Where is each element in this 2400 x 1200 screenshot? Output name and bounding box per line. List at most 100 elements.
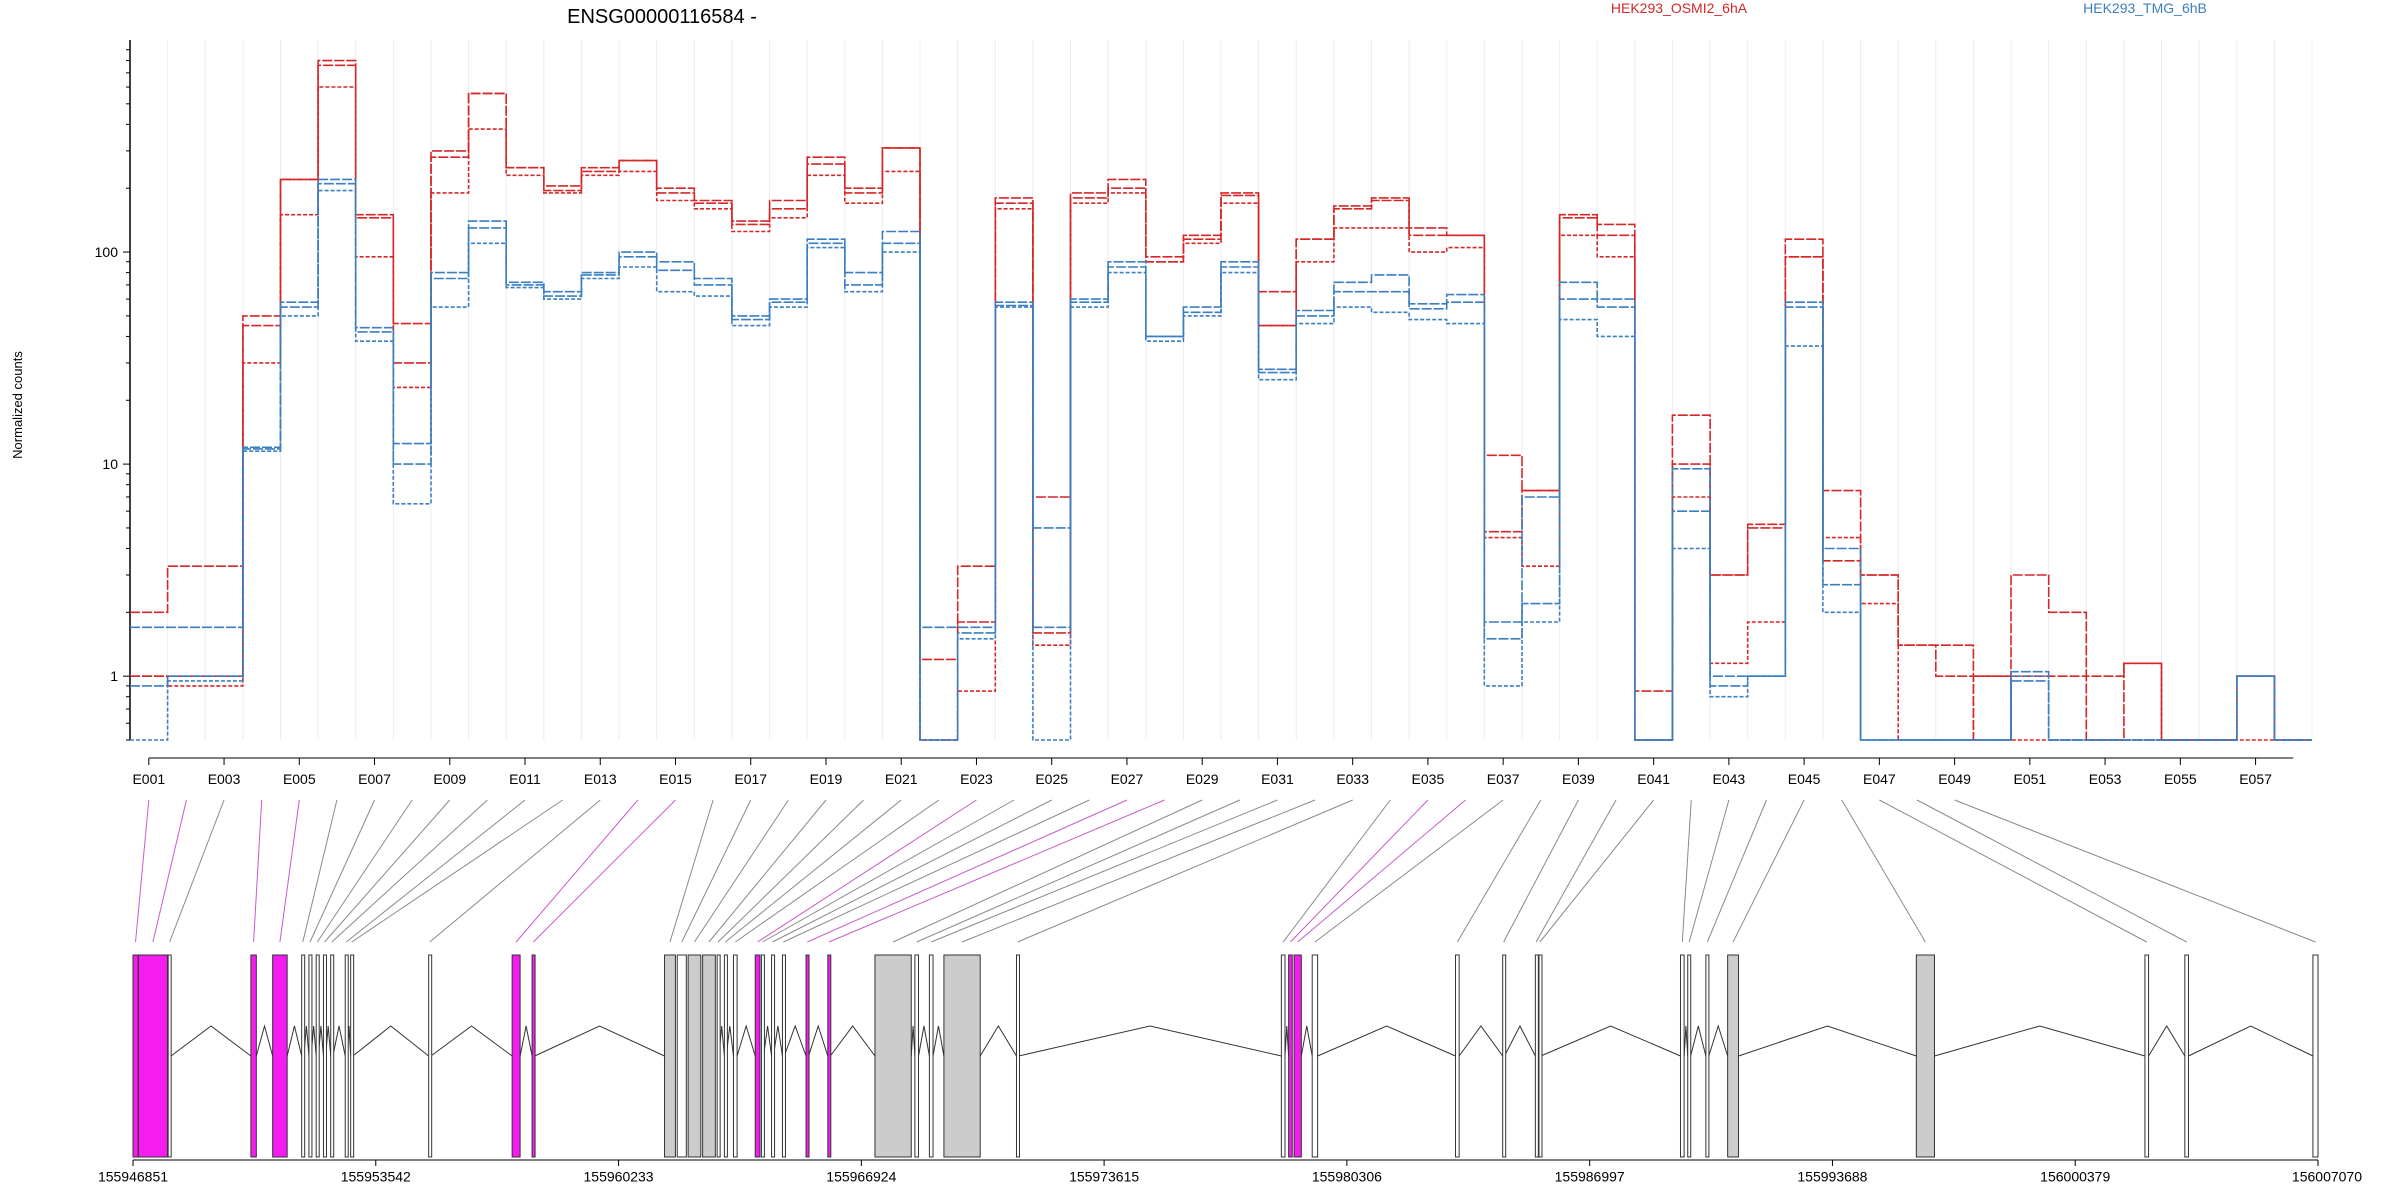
connector-line xyxy=(961,799,1316,943)
x-tick-label: E033 xyxy=(1336,771,1369,787)
intron xyxy=(1300,1025,1313,1057)
intron xyxy=(534,1025,665,1057)
exon-box xyxy=(1293,954,1302,1158)
connector-line xyxy=(828,799,1165,943)
intron xyxy=(763,1025,773,1057)
intron xyxy=(808,1024,829,1057)
connector-line xyxy=(515,799,639,943)
x-tick-label: E019 xyxy=(810,771,843,787)
intron xyxy=(1284,1025,1290,1057)
intron xyxy=(170,1025,252,1057)
exon-box xyxy=(132,954,139,1158)
x-tick-label: E009 xyxy=(433,771,466,787)
exon-box xyxy=(716,954,721,1158)
intron xyxy=(430,1025,513,1057)
exon-box xyxy=(771,954,776,1158)
vertical-gridlines xyxy=(129,40,2313,740)
intron xyxy=(255,1024,274,1057)
connector-line xyxy=(717,799,864,943)
exon-box xyxy=(350,954,355,1158)
exon-box xyxy=(330,954,335,1158)
exon-box xyxy=(1311,954,1319,1158)
connector-line xyxy=(324,799,451,943)
intron xyxy=(979,1025,1017,1057)
x-tick-label: E051 xyxy=(2013,771,2046,787)
connector-line xyxy=(152,799,187,943)
connector-line xyxy=(279,799,300,943)
exon-box xyxy=(723,954,728,1158)
legend-entry-1: HEK293_OSMI2_6hA xyxy=(1611,0,1748,16)
exon-box xyxy=(315,954,320,1158)
intron xyxy=(2148,1025,2186,1057)
exon-box xyxy=(531,954,536,1158)
exon-box xyxy=(928,954,934,1158)
intron xyxy=(1738,1025,1917,1057)
intron xyxy=(1458,1025,1504,1057)
connector-line xyxy=(783,799,1090,943)
connector-line xyxy=(931,799,1278,943)
intron xyxy=(1540,1025,1681,1057)
connector-line xyxy=(351,799,563,943)
connector-line xyxy=(309,799,375,943)
connector-line xyxy=(1017,799,1353,943)
connector-line xyxy=(1314,799,1504,943)
chart-title: ENSG00000116584 - xyxy=(567,6,757,28)
exon-box xyxy=(827,954,832,1158)
exon-box xyxy=(1727,954,1740,1158)
exon-box xyxy=(2144,954,2150,1158)
exon-box xyxy=(1687,954,1692,1158)
intron xyxy=(736,1024,756,1057)
exon-box xyxy=(1915,954,1935,1158)
gene-model xyxy=(132,954,2319,1158)
connector-line xyxy=(1688,799,1730,943)
connector-line xyxy=(1535,799,1617,943)
connector-line xyxy=(1290,799,1429,943)
exon-box xyxy=(308,954,313,1158)
connector-line xyxy=(1297,799,1466,943)
exon-box xyxy=(1502,954,1507,1158)
y-tick-label: 1 xyxy=(110,668,118,684)
x-tick-label: E017 xyxy=(734,771,767,787)
x-tick-label: E027 xyxy=(1111,771,1144,787)
connector-line xyxy=(681,799,752,943)
connector-line xyxy=(1706,799,1767,943)
connector-line xyxy=(253,799,263,943)
exon-box xyxy=(322,954,327,1158)
x-tick-label: E031 xyxy=(1261,771,1294,787)
exon-box xyxy=(137,954,168,1158)
y-tick-label: 100 xyxy=(95,244,119,260)
x-tick-label: E043 xyxy=(1713,771,1746,787)
intron xyxy=(286,1025,303,1057)
legend-entry-2: HEK293_TMG_6hB xyxy=(2083,0,2207,16)
exon-box xyxy=(874,954,912,1158)
connector-line xyxy=(708,799,827,943)
x-tick-label: E037 xyxy=(1487,771,1520,787)
intron xyxy=(783,1024,807,1057)
x-tick-label: E005 xyxy=(283,771,316,787)
intron xyxy=(829,1025,876,1057)
exon-box xyxy=(943,954,981,1158)
connector-line xyxy=(757,799,977,943)
connector-line xyxy=(1954,799,2316,943)
connector-line xyxy=(331,799,488,943)
exon-box xyxy=(732,954,738,1158)
exon-box xyxy=(1705,954,1710,1158)
connector-line xyxy=(135,799,150,943)
genomic-tick-label: 155973615 xyxy=(1069,1168,1139,1184)
exon-box xyxy=(781,954,786,1158)
intron xyxy=(1317,1025,1456,1057)
x-tick-label: E013 xyxy=(584,771,617,787)
connector-line xyxy=(302,799,338,943)
series-layer xyxy=(130,59,2312,741)
exon-box xyxy=(167,954,172,1158)
x-tick-label: E053 xyxy=(2089,771,2122,787)
connector-line xyxy=(1681,799,1692,943)
exon-box xyxy=(805,954,810,1158)
intron xyxy=(1690,1025,1707,1057)
exon-box xyxy=(344,954,349,1158)
connector-line xyxy=(724,799,902,943)
intron xyxy=(1708,1024,1729,1057)
x-axis: E001 E003 E005 E007 E009 E011 E013 E015 E017 E019… xyxy=(132,757,2294,787)
intron xyxy=(1683,1025,1689,1057)
connector-line xyxy=(916,799,1241,943)
